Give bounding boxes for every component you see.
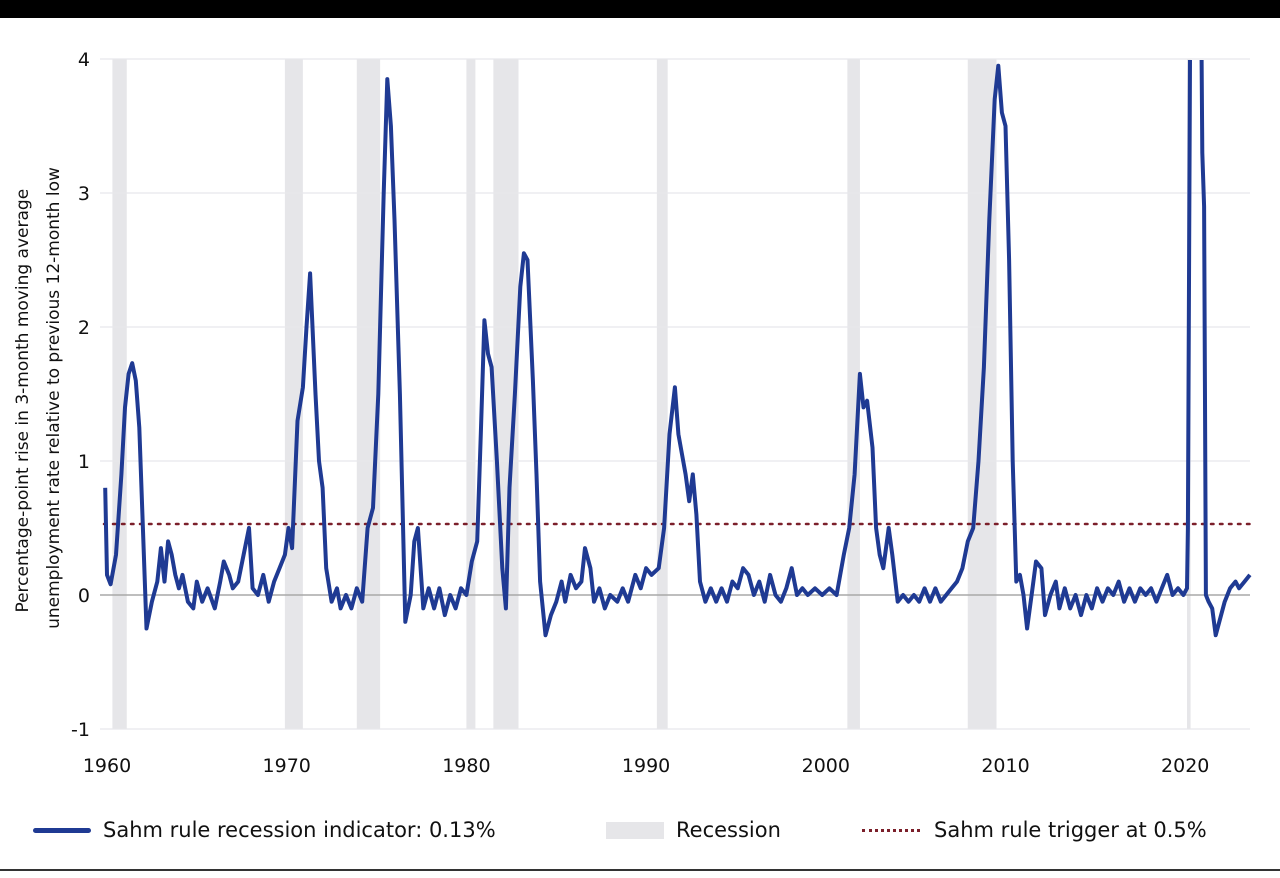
legend-swatch-dotted xyxy=(862,828,920,832)
y-axis-label: Percentage-point rise in 3-month moving … xyxy=(13,167,64,629)
legend-label: Sahm rule trigger at 0.5% xyxy=(934,818,1207,842)
y-tick-label: 3 xyxy=(78,183,90,205)
y-tick-label: 1 xyxy=(78,451,90,473)
legend-item-trigger: Sahm rule trigger at 0.5% xyxy=(862,818,1207,842)
x-tick-label: 2010 xyxy=(981,755,1029,777)
y-tick-label: 4 xyxy=(78,49,90,71)
legend-label: Sahm rule recession indicator: 0.13% xyxy=(103,818,496,842)
y-tick-label: -1 xyxy=(71,719,90,741)
x-tick-label: 1990 xyxy=(622,755,670,777)
x-tick-label: 1960 xyxy=(83,755,131,777)
recession-band xyxy=(356,59,381,729)
sahm-rule-chart: -1 0 1 2 3 4 1960 1970 1980 1990 2000 2010 2020 Per… xyxy=(13,49,1252,777)
recession-band xyxy=(656,59,668,729)
x-tick-label: 1970 xyxy=(263,755,311,777)
y-tick-labels: -1 0 1 2 3 4 xyxy=(71,49,90,741)
legend-item-indicator: Sahm rule recession indicator: 0.13% xyxy=(33,818,496,842)
series-line xyxy=(103,60,1252,638)
recession-band xyxy=(284,59,303,729)
legend-item-recession: Recession xyxy=(606,818,781,842)
top-bar xyxy=(0,0,1280,18)
y-axis-label-line1: Percentage-point rise in 3-month moving … xyxy=(13,189,33,613)
y-tick-label: 2 xyxy=(78,317,90,339)
recession-band xyxy=(847,59,860,729)
y-axis-label-line2: unemployment rate relative to previous 1… xyxy=(44,167,64,629)
x-tick-labels: 1960 1970 1980 1990 2000 2010 2020 xyxy=(83,755,1210,777)
legend-swatch-line xyxy=(33,827,91,833)
legend-swatch-band xyxy=(606,821,664,839)
x-tick-label: 2020 xyxy=(1161,755,1209,777)
x-tick-label: 2000 xyxy=(802,755,850,777)
legend-label: Recession xyxy=(676,818,781,842)
gridlines xyxy=(100,58,1250,730)
bottom-rule xyxy=(0,869,1280,871)
x-tick-label: 1980 xyxy=(442,755,490,777)
legend: Sahm rule recession indicator: 0.13% Rec… xyxy=(0,812,1280,852)
y-tick-label: 0 xyxy=(78,585,90,607)
recession-band xyxy=(466,59,476,729)
